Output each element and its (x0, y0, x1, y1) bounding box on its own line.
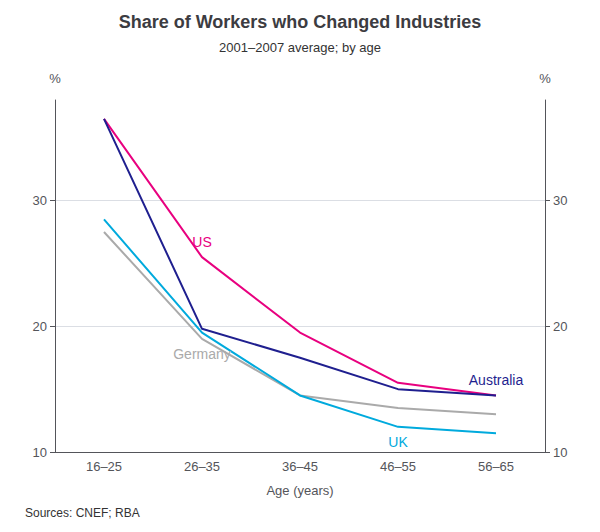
svg-text:16–25: 16–25 (86, 459, 122, 474)
svg-text:Australia: Australia (469, 372, 524, 388)
svg-text:Germany: Germany (173, 346, 231, 362)
svg-text:UK: UK (388, 434, 408, 450)
svg-text:%: % (49, 71, 61, 86)
svg-text:36–45: 36–45 (282, 459, 318, 474)
svg-text:10: 10 (33, 445, 47, 460)
svg-text:Age (years): Age (years) (266, 483, 333, 498)
svg-text:30: 30 (33, 193, 47, 208)
svg-text:56–65: 56–65 (478, 459, 514, 474)
svg-text:Share of Workers who Changed I: Share of Workers who Changed Industries (119, 12, 482, 32)
svg-text:20: 20 (553, 319, 567, 334)
svg-text:2001–2007 average; by age: 2001–2007 average; by age (219, 40, 381, 55)
svg-text:Sources: CNEF; RBA: Sources: CNEF; RBA (25, 506, 140, 520)
svg-text:US: US (192, 234, 211, 250)
svg-text:10: 10 (553, 445, 567, 460)
svg-text:20: 20 (33, 319, 47, 334)
svg-text:26–35: 26–35 (184, 459, 220, 474)
svg-text:46–55: 46–55 (380, 459, 416, 474)
svg-text:30: 30 (553, 193, 567, 208)
svg-text:%: % (539, 71, 551, 86)
